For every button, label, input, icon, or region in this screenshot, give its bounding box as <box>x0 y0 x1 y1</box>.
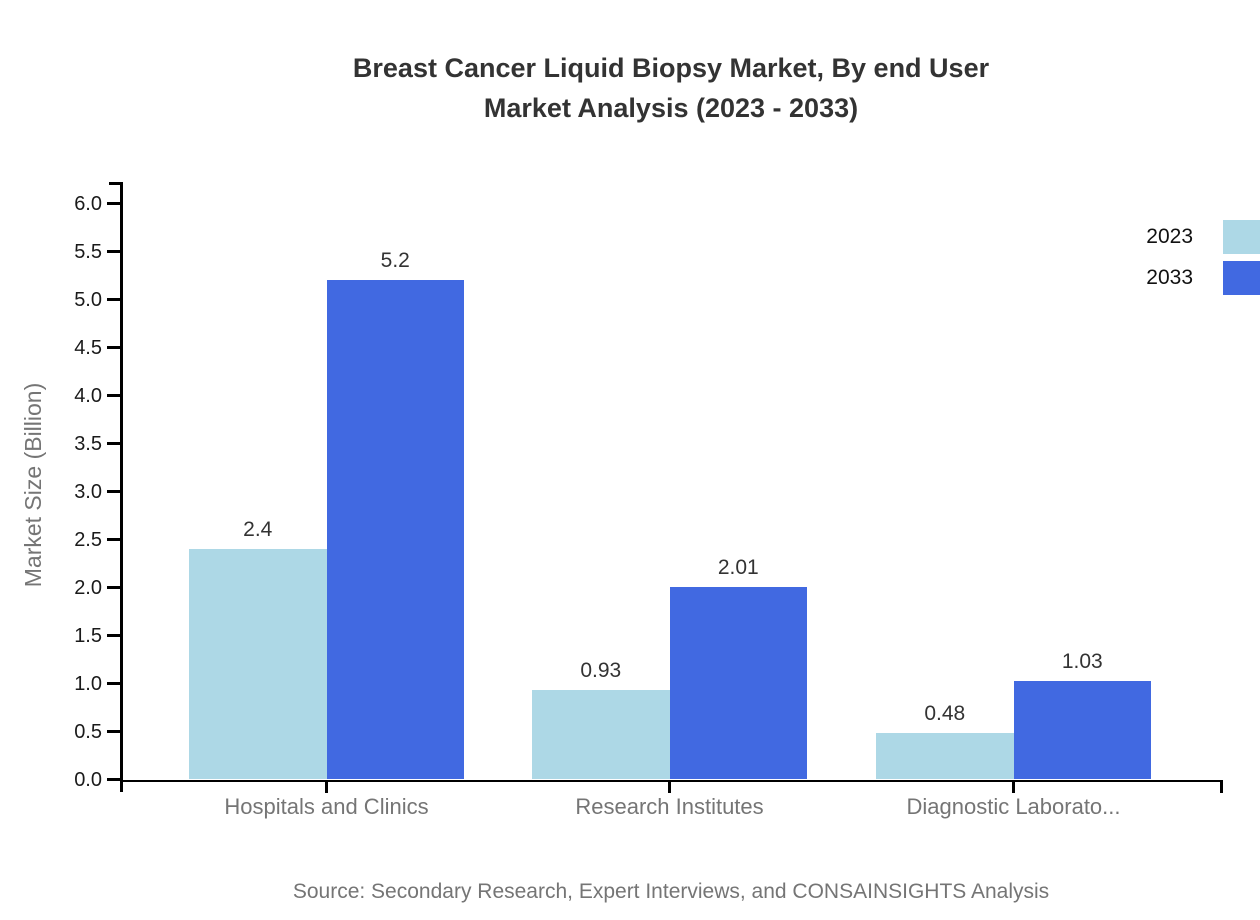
y-axis-top-cap <box>109 182 120 185</box>
x-axis-spine <box>120 779 1223 782</box>
legend-swatch-2033 <box>1223 261 1260 295</box>
y-tick-label: 5.0 <box>74 288 102 311</box>
category-label-2: Diagnostic Laborato... <box>906 794 1121 819</box>
y-tick <box>107 634 120 637</box>
y-tick <box>107 442 120 445</box>
y-tick-label: 5.5 <box>74 240 102 263</box>
category-label-1: Research Institutes <box>575 794 764 819</box>
y-tick-label: 4.5 <box>74 336 102 359</box>
bar-2033-2 <box>1013 680 1151 780</box>
y-tick <box>107 586 120 589</box>
legend: 2023 2033 <box>1040 220 1260 302</box>
x-tick <box>325 779 328 793</box>
legend-label-2023: 2023 <box>1146 225 1193 248</box>
bar-2033-1 <box>669 586 807 780</box>
y-tick-label: 3.5 <box>74 432 102 455</box>
value-label-2033-2: 1.03 <box>1061 649 1103 673</box>
y-tick-label: 4.0 <box>74 384 102 407</box>
y-tick-label: 1.0 <box>74 672 102 695</box>
x-tick <box>668 779 671 793</box>
y-tick <box>107 202 120 205</box>
y-tick <box>107 682 120 685</box>
chart-title-line2: Market Analysis (2023 - 2033) <box>483 93 859 123</box>
bar-2033-0 <box>326 280 464 780</box>
y-tick-label: 0.5 <box>74 720 102 743</box>
y-tick-label: 6.0 <box>74 192 102 215</box>
value-label-2033-0: 5.2 <box>380 249 410 273</box>
y-tick <box>107 346 120 349</box>
source-note: Source: Secondary Research, Expert Inter… <box>292 880 1050 903</box>
y-tick <box>107 298 120 301</box>
x-axis-right-cap <box>1220 779 1223 793</box>
chart-title-line1: Breast Cancer Liquid Biopsy Market, By e… <box>352 53 990 83</box>
y-tick-label: 1.5 <box>74 624 102 647</box>
value-label-2023-2: 0.48 <box>924 702 966 726</box>
legend-row-2023: 2023 <box>1040 220 1260 254</box>
y-tick <box>107 394 120 397</box>
y-tick <box>107 730 120 733</box>
y-tick <box>107 778 120 781</box>
y-tick-label: 0.0 <box>74 768 102 791</box>
legend-row-2033: 2033 <box>1040 261 1260 295</box>
y-tick-label: 2.5 <box>74 528 102 551</box>
category-label-0: Hospitals and Clinics <box>224 794 429 819</box>
y-tick <box>107 490 120 493</box>
y-tick <box>107 250 120 253</box>
value-label-2033-1: 2.01 <box>717 555 759 579</box>
bar-2023-0 <box>189 549 327 780</box>
y-tick <box>107 538 120 541</box>
legend-label-2033: 2033 <box>1146 266 1193 289</box>
x-tick <box>1012 779 1015 793</box>
y-tick-label: 2.0 <box>74 576 102 599</box>
bar-2023-2 <box>876 733 1014 780</box>
value-label-2023-1: 0.93 <box>580 659 622 683</box>
value-label-2023-0: 2.4 <box>243 518 273 542</box>
chart-title: Breast Cancer Liquid Biopsy Market, By e… <box>120 48 1222 128</box>
y-axis-spine <box>120 182 123 792</box>
bar-2023-1 <box>532 690 670 780</box>
y-tick-label: 3.0 <box>74 480 102 503</box>
legend-swatch-2023 <box>1223 220 1260 254</box>
